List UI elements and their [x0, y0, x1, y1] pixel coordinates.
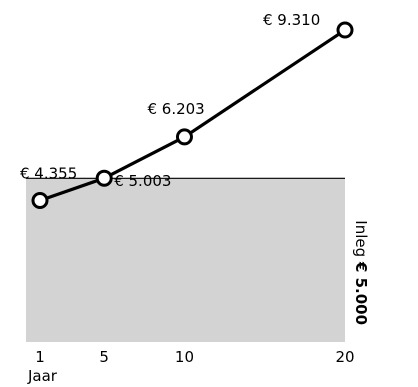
baseline-label: Inleg € 5.000: [352, 220, 370, 325]
baseline-area: [26, 178, 345, 342]
data-label-5: € 5.003: [114, 172, 171, 190]
x-tick-label-5: 5: [99, 348, 109, 366]
data-label-10: € 6.203: [147, 100, 204, 118]
x-axis-title: Jaar: [27, 367, 58, 385]
data-point-10: [175, 128, 193, 146]
x-tick-label-1: 1: [35, 348, 45, 366]
series-line: [39, 28, 346, 202]
data-label-20: € 9.310: [263, 11, 320, 29]
baseline-label-prefix: Inleg: [352, 220, 370, 262]
data-point-20: [336, 21, 354, 39]
x-tick-label-20: 20: [335, 348, 354, 366]
baseline-label-amount: € 5.000: [352, 261, 370, 325]
data-point-1: [31, 191, 49, 209]
x-tick-label-10: 10: [175, 348, 194, 366]
data-label-1: € 4.355: [20, 164, 77, 182]
data-point-5: [95, 169, 113, 187]
